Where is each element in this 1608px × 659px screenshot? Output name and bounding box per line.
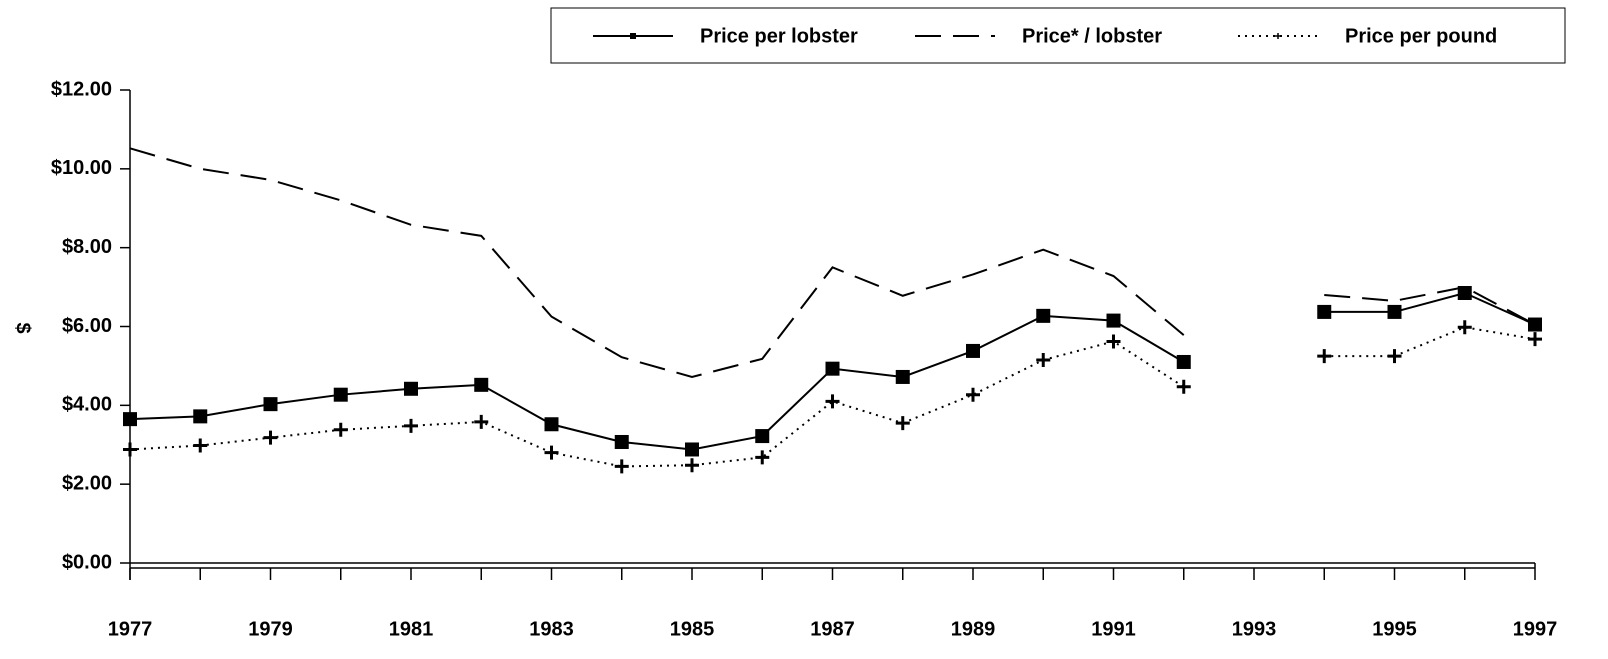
marker (755, 450, 770, 465)
marker (1387, 349, 1402, 364)
marker (1176, 379, 1191, 394)
y-tick-label: $2.00 (62, 472, 112, 494)
marker (1528, 332, 1542, 347)
x-tick-label: 1995 (1372, 618, 1417, 640)
marker (333, 387, 348, 402)
marker (193, 409, 208, 424)
marker (544, 445, 559, 460)
marker (333, 422, 348, 437)
x-tick-label: 1983 (529, 618, 574, 640)
legend-box (550, 7, 1566, 64)
x-tick-label: 1981 (389, 618, 434, 640)
legend-label: Price per pound (1345, 25, 1497, 47)
x-tick-label: 1987 (810, 618, 855, 640)
marker (685, 442, 699, 457)
y-tick-label: $0.00 (62, 551, 112, 573)
marker (825, 361, 840, 376)
marker (1317, 349, 1332, 364)
marker (614, 459, 629, 474)
legend-swatch (630, 33, 636, 39)
marker (755, 429, 770, 444)
marker (685, 458, 699, 473)
marker (263, 430, 278, 445)
marker (1457, 285, 1472, 300)
legend-label: Price* / lobster (1022, 25, 1162, 47)
y-tick-label: $4.00 (62, 394, 112, 416)
y-tick-label: $12.00 (51, 78, 112, 100)
marker (1106, 313, 1121, 328)
y-axis-label: $ (12, 322, 34, 333)
marker (474, 377, 489, 392)
x-tick-label: 1997 (1513, 618, 1558, 640)
marker (614, 434, 629, 449)
marker (966, 387, 980, 402)
marker (966, 343, 980, 358)
marker (263, 397, 278, 412)
marker (1317, 304, 1332, 319)
x-tick-label: 1989 (951, 618, 996, 640)
series-line (129, 291, 1536, 451)
x-tick-label: 1985 (670, 618, 715, 640)
marker (123, 412, 137, 427)
x-tick-label: 1979 (248, 618, 293, 640)
x-tick-label: 1993 (1232, 618, 1277, 640)
marker (193, 438, 208, 453)
marker (895, 369, 910, 384)
series-line (129, 326, 1536, 468)
marker (1457, 320, 1472, 335)
y-tick-label: $8.00 (62, 236, 112, 258)
marker (123, 442, 137, 457)
marker (825, 394, 840, 409)
marker (544, 417, 559, 432)
marker (404, 418, 418, 433)
marker (404, 381, 418, 396)
marker (1528, 317, 1542, 332)
marker (895, 416, 910, 431)
marker (1036, 353, 1051, 368)
legend-swatch (1275, 33, 1281, 39)
marker (474, 414, 489, 429)
series-line (129, 147, 1536, 378)
y-tick-label: $6.00 (62, 315, 112, 337)
marker (1036, 308, 1051, 323)
marker (1106, 334, 1121, 349)
legend-label: Price per lobster (700, 25, 858, 47)
x-tick-label: 1991 (1091, 618, 1136, 640)
marker (1387, 304, 1402, 319)
y-tick-label: $10.00 (51, 157, 112, 179)
marker (1176, 354, 1191, 369)
x-tick-label: 1977 (108, 618, 153, 640)
